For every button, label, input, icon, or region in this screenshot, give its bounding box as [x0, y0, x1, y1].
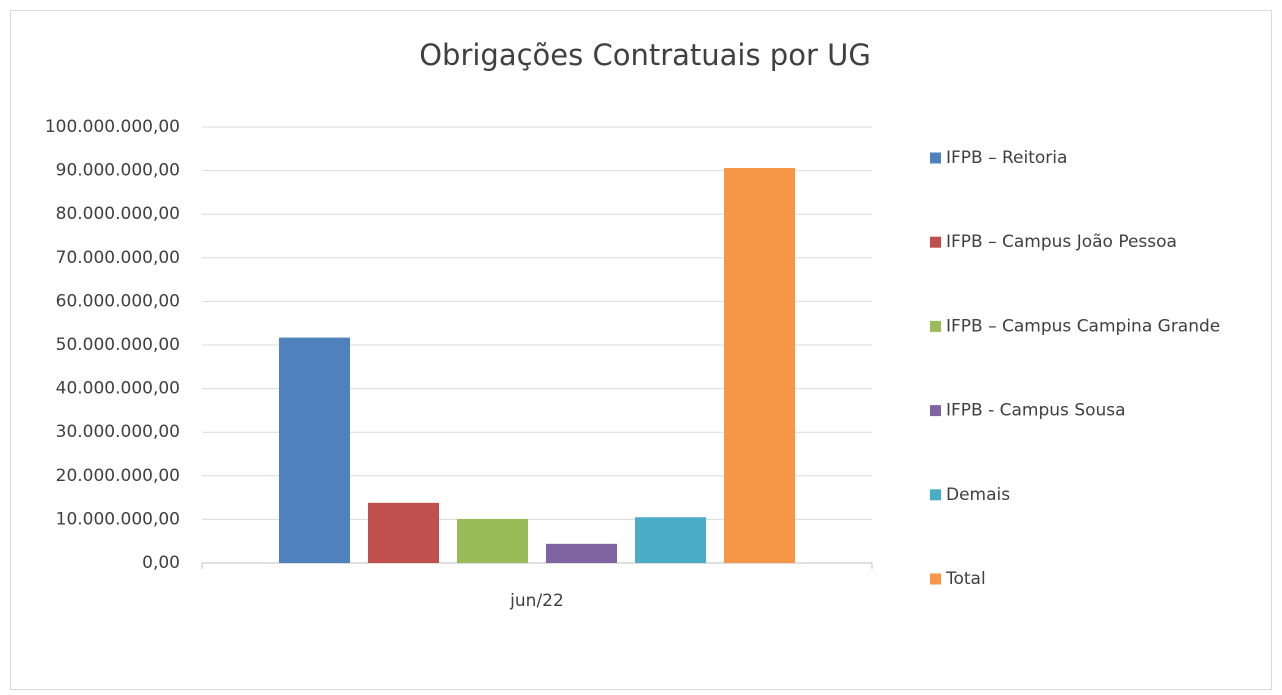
- legend-label: Total: [945, 569, 986, 589]
- legend-swatch: [930, 152, 941, 164]
- x-tick-label: jun/22: [509, 591, 564, 611]
- legend-label: IFPB – Campus Campina Grande: [946, 316, 1220, 336]
- y-tick-label: 0,00: [142, 553, 180, 573]
- legend-label: Demais: [946, 485, 1010, 505]
- y-tick-label: 60.000.000,00: [56, 291, 180, 311]
- legend-swatch: [930, 320, 941, 332]
- legend-swatch: [930, 489, 941, 501]
- y-tick-label: 10.000.000,00: [56, 509, 180, 529]
- legend-label: IFPB - Campus Sousa: [946, 401, 1126, 421]
- legend-label: IFPB – Reitoria: [946, 148, 1067, 168]
- bar: [724, 167, 795, 563]
- y-tick-label: 70.000.000,00: [56, 248, 180, 268]
- y-tick-label: 80.000.000,00: [56, 204, 180, 224]
- bar: [457, 518, 528, 563]
- bar: [368, 502, 439, 563]
- y-tick-label: 90.000.000,00: [56, 161, 180, 181]
- y-tick-label: 100.000.000,00: [45, 117, 180, 137]
- y-tick-label: 50.000.000,00: [56, 335, 180, 355]
- legend-swatch: [930, 405, 941, 417]
- legend-label: IFPB – Campus João Pessoa: [946, 232, 1177, 252]
- y-tick-label: 30.000.000,00: [56, 422, 180, 442]
- bar: [546, 543, 617, 563]
- bar: [279, 337, 350, 563]
- legend-swatch: [930, 236, 941, 248]
- y-tick-label: 20.000.000,00: [56, 466, 180, 486]
- y-tick-label: 40.000.000,00: [56, 379, 180, 399]
- chart-frame: [10, 10, 1272, 690]
- bar: [635, 517, 706, 563]
- legend-swatch: [930, 573, 941, 585]
- chart-title: Obrigações Contratuais por UG: [419, 38, 871, 72]
